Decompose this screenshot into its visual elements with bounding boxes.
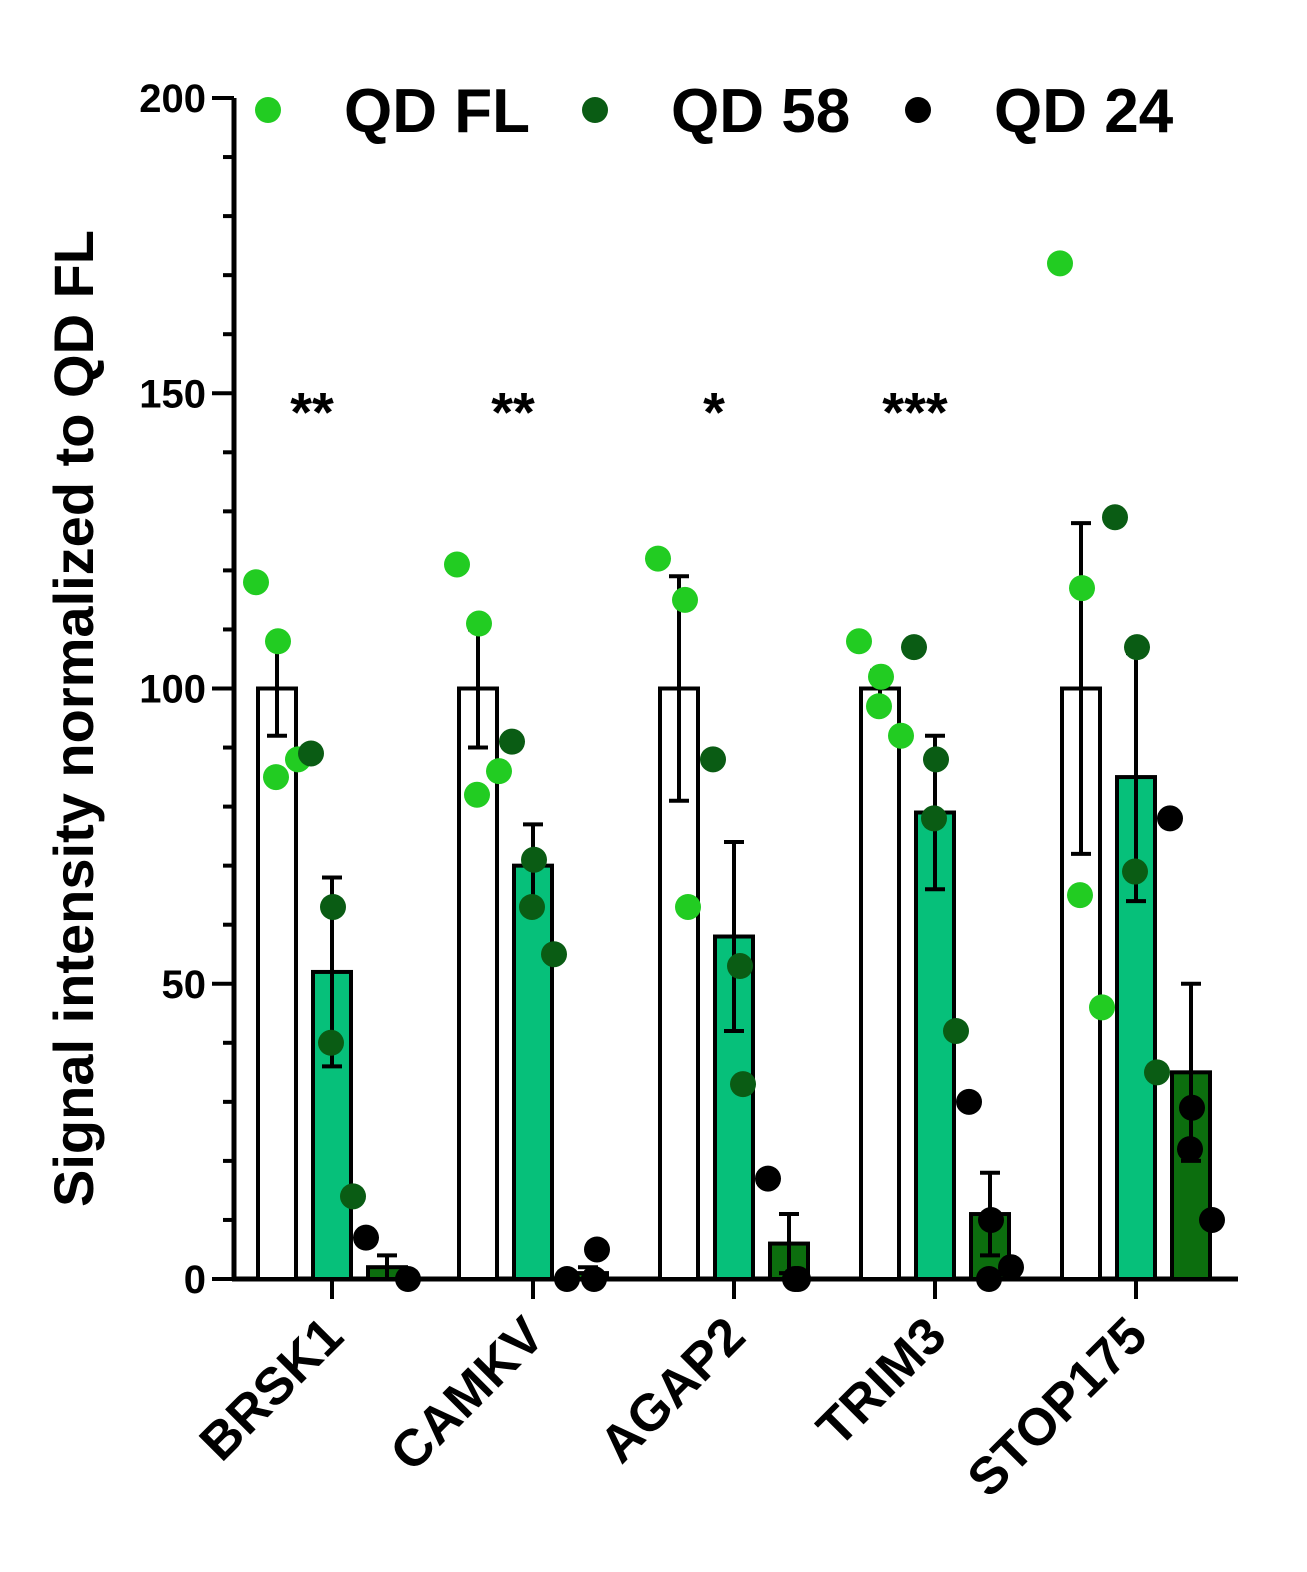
data-point <box>976 1266 1002 1292</box>
y-tick-label: 50 <box>162 963 207 1007</box>
data-point <box>298 740 324 767</box>
data-point <box>554 1266 580 1292</box>
significance-marker: ** <box>491 380 535 443</box>
data-point <box>1089 994 1115 1021</box>
significance-marker: *** <box>882 380 948 443</box>
data-point <box>998 1254 1024 1281</box>
data-point <box>1157 805 1183 832</box>
data-point <box>846 628 872 655</box>
data-point <box>464 781 490 808</box>
data-point <box>1069 575 1095 602</box>
legend-marker <box>582 97 608 123</box>
data-point <box>700 746 726 773</box>
labels: 0 50 100 150 200 Signal intensity normalized … <box>42 77 1174 1508</box>
x-tick-label: TRIM3 <box>806 1306 957 1457</box>
data-point <box>263 764 289 791</box>
data-point <box>978 1206 1004 1233</box>
data-point <box>541 941 567 968</box>
significance-marker: * <box>703 380 725 443</box>
bars <box>256 521 1212 1282</box>
data-point <box>499 728 525 755</box>
legend-label: QD 58 <box>671 77 850 146</box>
data-point <box>1047 250 1073 277</box>
data-point <box>265 628 291 655</box>
bar <box>914 810 956 1281</box>
data-point <box>444 551 470 578</box>
data-point <box>956 1088 982 1115</box>
bar <box>512 863 554 1282</box>
data-point <box>486 758 512 785</box>
legend-marker <box>255 97 281 123</box>
data-point <box>866 693 892 720</box>
data-point <box>1122 858 1148 885</box>
legend-marker <box>905 97 931 123</box>
data-points <box>243 250 1225 1292</box>
data-point <box>581 1266 607 1292</box>
data-point <box>672 586 698 613</box>
y-axis-title: Signal intensity normalized to QD FL <box>42 230 105 1207</box>
legend-label: QD FL <box>344 77 530 146</box>
significance-marker: ** <box>290 380 334 443</box>
data-point <box>584 1236 610 1263</box>
data-point <box>921 805 947 832</box>
data-point <box>1179 1094 1205 1121</box>
data-point <box>318 1029 344 1056</box>
legend-label: QD 24 <box>994 77 1174 146</box>
y-tick-label: 200 <box>139 77 206 121</box>
data-point <box>730 1071 756 1098</box>
data-point <box>1124 634 1150 661</box>
data-point <box>1144 1059 1170 1086</box>
y-tick-label: 150 <box>139 372 206 416</box>
data-point <box>675 893 701 920</box>
data-point <box>243 569 269 596</box>
data-point <box>1199 1206 1225 1233</box>
data-point <box>888 722 914 749</box>
data-point <box>868 663 894 690</box>
data-point <box>521 846 547 873</box>
y-tick-label: 0 <box>184 1258 206 1302</box>
data-point <box>320 893 346 920</box>
x-tick-label: AGAP2 <box>589 1306 757 1474</box>
data-point <box>727 953 753 980</box>
data-point <box>395 1266 421 1292</box>
data-point <box>353 1224 379 1251</box>
data-point <box>1102 504 1128 531</box>
x-tick-label: STOP175 <box>957 1306 1159 1508</box>
x-tick-label: BRSK1 <box>189 1306 355 1472</box>
bar <box>859 686 901 1281</box>
data-point <box>785 1266 811 1292</box>
data-point <box>1067 882 1093 909</box>
data-point <box>466 610 492 637</box>
x-tick-label: CAMKV <box>380 1306 556 1482</box>
data-point <box>340 1183 366 1210</box>
data-point <box>1177 1136 1203 1163</box>
data-point <box>519 893 545 920</box>
data-point <box>943 1017 969 1044</box>
data-point <box>901 634 927 661</box>
y-tick-label: 100 <box>139 668 206 712</box>
data-point <box>755 1165 781 1192</box>
data-point <box>923 746 949 773</box>
data-point <box>645 545 671 572</box>
